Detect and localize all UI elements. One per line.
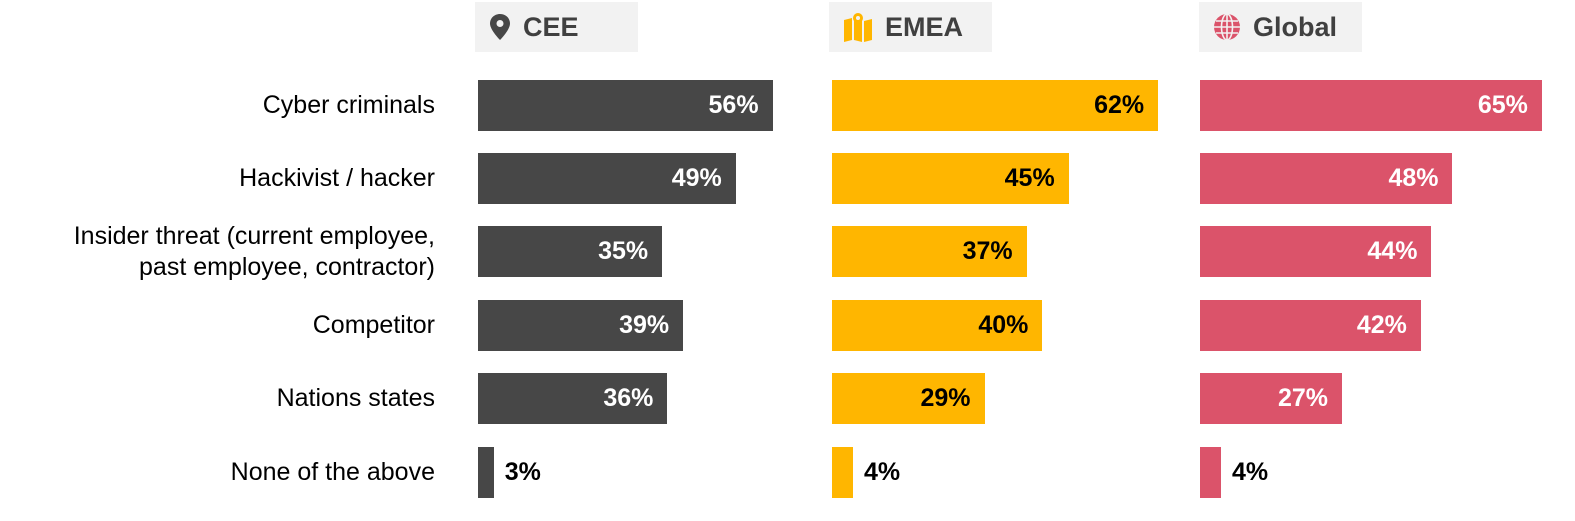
bar <box>832 153 1069 204</box>
category-label: Cyber criminals <box>0 90 435 121</box>
category-label-line: None of the above <box>230 458 435 486</box>
data-label: 35% <box>598 237 649 265</box>
category-label-line: Competitor <box>312 311 435 339</box>
data-label: 56% <box>708 91 759 119</box>
category-label: Insider threat (current employee, past em… <box>0 221 435 283</box>
series-name: Global <box>1253 11 1338 42</box>
category-label: Hackivist / hacker <box>0 163 435 194</box>
data-label: 42% <box>1356 311 1407 339</box>
data-label: 4% <box>1232 458 1269 486</box>
data-label: 40% <box>978 311 1029 339</box>
bar <box>832 447 854 498</box>
bar <box>478 447 494 498</box>
category-label-line: past employee, contractor) <box>139 252 435 281</box>
category-label-line: Cyber criminals <box>262 91 435 119</box>
globe-icon <box>1199 13 1253 41</box>
bar <box>478 226 663 277</box>
map-pin-icon <box>475 13 523 41</box>
data-label: 37% <box>962 237 1013 265</box>
bar <box>478 153 736 204</box>
data-label: 48% <box>1388 164 1439 192</box>
bar <box>832 300 1043 351</box>
bar <box>1200 153 1453 204</box>
category-label-line: Insider threat (current employee, <box>73 221 435 250</box>
data-label: 29% <box>920 384 971 412</box>
data-label: 36% <box>603 384 654 412</box>
bar <box>832 80 1159 131</box>
category-label: Nations states <box>0 383 435 414</box>
data-label: 49% <box>671 164 722 192</box>
data-label: 45% <box>1004 164 1055 192</box>
series-name: EMEA <box>885 11 964 42</box>
bar <box>478 80 773 131</box>
bar <box>1200 373 1343 424</box>
series-header-global: Global <box>1199 2 1362 52</box>
category-label-line: Nations states <box>276 384 435 412</box>
bar <box>478 373 668 424</box>
category-label: None of the above <box>0 457 435 488</box>
data-label: 27% <box>1277 384 1329 412</box>
series-header-cee: CEE <box>475 2 638 52</box>
data-label: 44% <box>1367 237 1418 265</box>
data-label: 4% <box>864 458 901 486</box>
data-label: 62% <box>1094 91 1145 119</box>
bar <box>1200 300 1421 351</box>
bar <box>478 300 684 351</box>
bar <box>1200 226 1432 277</box>
bar <box>1200 80 1542 131</box>
series-name: CEE <box>523 11 579 42</box>
category-label: Competitor <box>0 310 435 341</box>
series-header-emea: EMEA <box>829 2 992 52</box>
data-label: 39% <box>619 311 670 339</box>
bar <box>832 373 985 424</box>
data-label: 3% <box>504 458 541 486</box>
map-icon <box>829 12 885 42</box>
bar <box>1200 447 1222 498</box>
bar <box>832 226 1027 277</box>
data-label: 65% <box>1477 91 1528 119</box>
category-label-line: Hackivist / hacker <box>239 164 435 192</box>
